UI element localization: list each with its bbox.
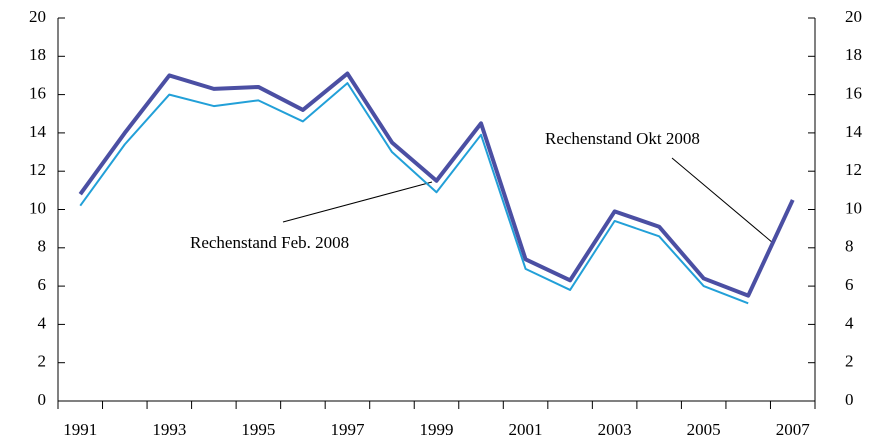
y2-tick-label: 14 [845,122,863,141]
y-tick-label: 10 [29,198,46,217]
y-tick-label: 12 [29,160,46,179]
y-tick-label: 16 [29,84,46,103]
y2-tick-label: 8 [845,237,854,256]
y-tick-label: 4 [38,313,47,332]
x-tick-label: 1995 [241,420,275,439]
y2-tick-label: 10 [845,198,862,217]
x-tick-label: 2007 [776,420,811,439]
leader-line [671,157,774,244]
y-tick-label: 20 [29,7,46,26]
leader-line [282,181,433,223]
y2-tick-label: 12 [845,160,862,179]
series-line [79,82,749,305]
y-tick-label: 0 [38,390,47,409]
y2-tick-label: 20 [845,7,862,26]
y2-tick-label: 4 [845,313,854,332]
x-tick-label: 1999 [420,420,454,439]
y2-tick-label: 2 [845,352,854,371]
y-tick-label: 14 [29,122,47,141]
x-tick-label: 2001 [509,420,543,439]
annotation: Rechenstand Feb. 2008 [190,233,349,252]
y2-tick-label: 16 [845,84,862,103]
y2-tick-label: 18 [845,45,862,64]
x-tick-label: 2005 [687,420,721,439]
annotation: Rechenstand Okt 2008 [545,129,700,148]
x-tick-label: 1993 [152,420,186,439]
x-tick-label: 2003 [598,420,632,439]
series-line [78,71,795,298]
x-tick-label: 1997 [330,420,365,439]
y-tick-label: 8 [38,237,47,256]
y-tick-label: 6 [38,275,47,294]
y-tick-label: 2 [38,352,47,371]
y2-tick-label: 6 [845,275,854,294]
y2-tick-label: 0 [845,390,854,409]
y-tick-label: 18 [29,45,46,64]
x-tick-label: 1991 [63,420,97,439]
